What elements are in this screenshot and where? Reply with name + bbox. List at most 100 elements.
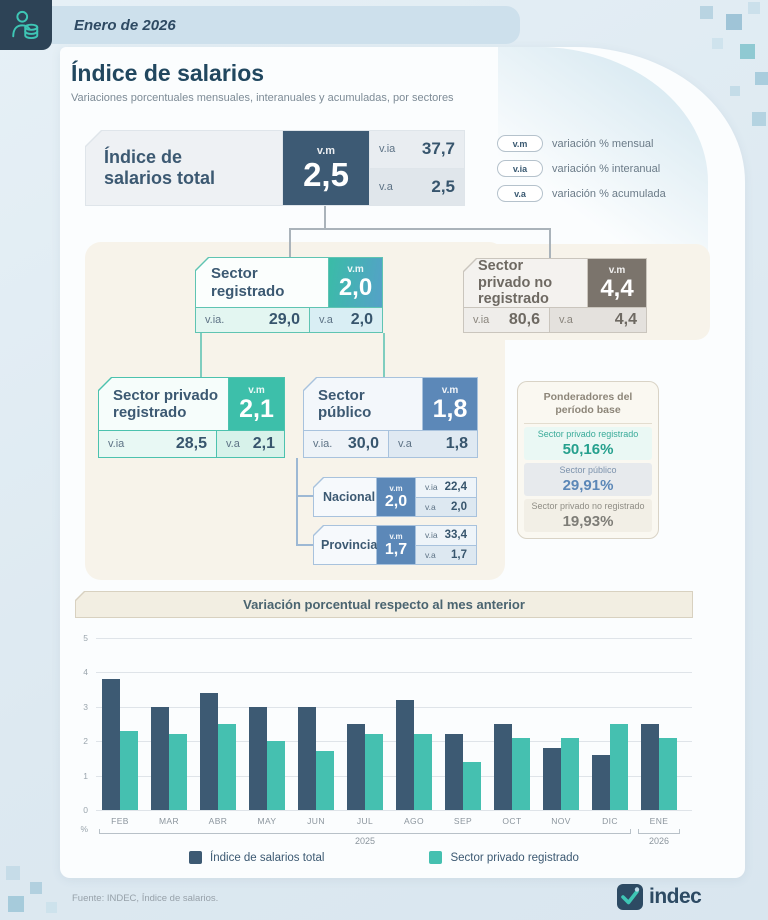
salary-icon-box (0, 0, 52, 50)
x-label-nov: NOV (551, 816, 571, 826)
publico-va-cell: v.a 1,8 (389, 431, 477, 457)
total-index-title: Índice de salarios total (86, 131, 282, 205)
connector-line (296, 458, 298, 545)
mosaic-decoration (726, 14, 742, 30)
indec-brand: indec (617, 884, 702, 910)
no-registrado-va-value: 4,4 (614, 311, 637, 328)
page-title: Índice de salarios (71, 60, 265, 86)
va-label: v.a (425, 549, 436, 560)
chart-legend: Índice de salarios total Sector privado r… (70, 851, 698, 864)
connector-line (289, 228, 291, 257)
va-label: v.a (398, 438, 412, 450)
vm-label: v.m (389, 483, 403, 493)
connector-line (289, 228, 550, 230)
sector-privado-no-registrado-box: Sector privado no registrado v.m 4,4 v.i… (463, 258, 647, 333)
ponderador-publico: Sector público 29,91% (524, 463, 652, 497)
publico-vm-cell: v.m 1,8 (423, 378, 477, 430)
x-label-mar: MAR (158, 816, 180, 826)
bar-jul-total (347, 723, 365, 810)
vm-label: v.m (316, 144, 336, 157)
bar-oct-total (494, 723, 512, 810)
va-label: v.a (226, 438, 240, 450)
registrado-via-cell: v.ia. 29,0 (196, 308, 309, 332)
connector-line (549, 228, 551, 258)
x-label-may: MAY (257, 816, 277, 826)
year-label-2026: 2026 (648, 836, 670, 846)
y-tick-2: 2 (83, 736, 88, 746)
x-label-oct: OCT (502, 816, 522, 826)
via-description: variación % interanual (552, 162, 661, 175)
vm-label: v.m (441, 385, 459, 396)
x-label-ago: AGO (403, 816, 425, 826)
mosaic-decoration (700, 6, 713, 19)
legend-label-1: Sector privado registrado (450, 851, 579, 864)
registrado-va-value: 2,0 (350, 311, 373, 328)
registrado-vm-value: 2,0 (338, 274, 373, 301)
chart-legend-item-1: Sector privado registrado (429, 851, 579, 864)
gridline-5 (96, 637, 692, 639)
sector-publico-box: Sector público v.m 1,8 v.ia. 30,0 v.a 1,… (303, 377, 478, 458)
no-registrado-vm-value: 4,4 (600, 274, 634, 302)
ponderador-label: Sector privado no registrado (531, 501, 645, 512)
nacional-via-value: 22,4 (444, 481, 467, 494)
privado-registrado-va-value: 2,1 (252, 435, 275, 452)
gridline-0 (96, 810, 692, 811)
bar-sep-privado-registrado (463, 761, 481, 810)
sector-registrado-box: Sector registrado v.m 2,0 v.ia. 29,0 v.a… (195, 257, 383, 333)
report-period: Enero de 2026 (74, 16, 176, 34)
via-label: v.ia (425, 482, 438, 493)
bar-feb-total (102, 678, 120, 810)
nacional-vm-value: 2,0 (384, 492, 408, 510)
total-via-cell: v.ia 37,7 (370, 131, 464, 168)
provincial-via-value: 33,4 (444, 529, 467, 542)
via-pill: v.ia (497, 160, 543, 177)
vm-pill: v.m (497, 135, 543, 152)
connector-line (296, 544, 313, 546)
provincial-va-value: 1,7 (451, 548, 467, 561)
x-label-dic: DIC (602, 816, 618, 826)
person-coins-icon (12, 10, 39, 40)
va-description: variación % acumulada (552, 187, 666, 200)
y-tick-5: 5 (83, 632, 88, 643)
bar-abr-total (200, 692, 218, 810)
via-label: v.ia (379, 143, 396, 156)
mosaic-decoration (752, 112, 766, 126)
publico-va-value: 1,8 (445, 435, 468, 452)
sector-registrado-title: Sector registrado (196, 258, 328, 307)
bar-mar-total (151, 706, 169, 810)
ponderador-label: Sector público (559, 465, 617, 476)
gridline-4 (96, 672, 692, 673)
publico-title: Sector público (304, 378, 422, 430)
abbr-legend-row-via: v.ia variación % interanual (497, 160, 660, 177)
legend-swatch-1 (429, 851, 443, 864)
total-index-box: Índice de salarios total v.m 2,5 v.ia 37… (85, 130, 465, 206)
ponderador-no-registrado: Sector privado no registrado 19,93% (524, 499, 652, 533)
bar-ago-total (396, 699, 414, 810)
no-registrado-title: Sector privado no registrado (464, 259, 587, 307)
bar-nov-privado-registrado (561, 737, 579, 810)
bar-ago-privado-registrado (414, 734, 432, 810)
mosaic-decoration (740, 44, 755, 59)
total-va-value: 2,5 (431, 176, 455, 196)
via-label: v.ia (108, 438, 125, 450)
mosaic-decoration (46, 902, 57, 913)
via-label: v.ia. (205, 314, 225, 326)
bar-dic-privado-registrado (610, 723, 628, 810)
x-label-sep: SEP (453, 816, 473, 826)
bar-dic-total (592, 754, 610, 810)
privado-registrado-va-cell: v.a 2,1 (217, 431, 284, 457)
legend-label-0: Índice de salarios total (210, 851, 325, 864)
nacional-box: Nacional v.m 2,0 v.ia 22,4 v.a 2,0 (313, 477, 477, 517)
connector-line (296, 495, 313, 497)
vm-label: v.m (248, 385, 265, 396)
mosaic-decoration (755, 72, 768, 85)
no-registrado-via-value: 80,6 (508, 311, 540, 328)
indec-wordmark: indec (649, 885, 702, 908)
year-bracket-2025 (99, 829, 631, 834)
bar-may-total (249, 706, 267, 810)
ponderador-privado-registrado: Sector privado registrado 50,16% (524, 427, 652, 461)
ponderador-value: 29,91% (562, 477, 614, 495)
bar-sep-total (445, 734, 463, 810)
registrado-vm-cell: v.m 2,0 (329, 258, 382, 307)
